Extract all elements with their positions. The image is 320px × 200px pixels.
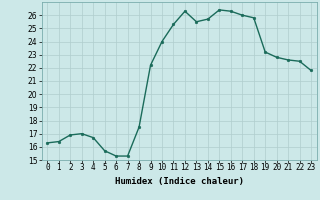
X-axis label: Humidex (Indice chaleur): Humidex (Indice chaleur)	[115, 177, 244, 186]
